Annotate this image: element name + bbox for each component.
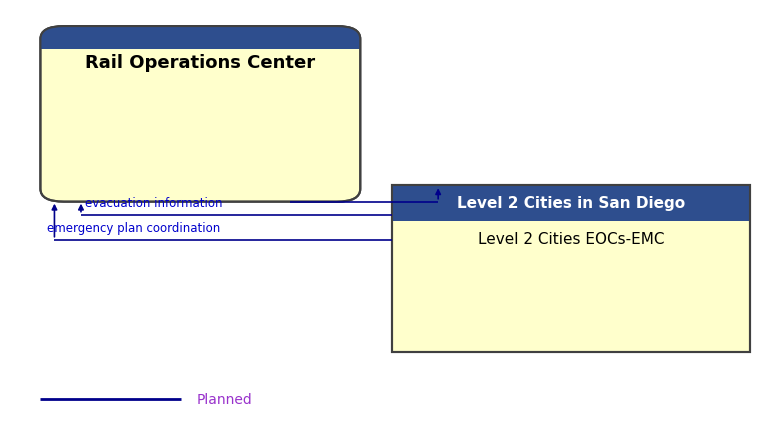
Text: Planned: Planned [197, 392, 252, 405]
FancyBboxPatch shape [41, 27, 360, 50]
Bar [392, 185, 750, 352]
Text: Rail Operations Center: Rail Operations Center [85, 54, 316, 71]
Text: evacuation information: evacuation information [85, 197, 222, 210]
Bar [392, 185, 750, 352]
Text: Level 2 Cities EOCs-EMC: Level 2 Cities EOCs-EMC [478, 231, 664, 246]
Bar [41, 37, 360, 50]
FancyBboxPatch shape [41, 27, 360, 202]
Text: Level 2 Cities in San Diego: Level 2 Cities in San Diego [457, 196, 685, 211]
Bar [392, 185, 750, 222]
Text: emergency plan coordination: emergency plan coordination [47, 222, 220, 235]
